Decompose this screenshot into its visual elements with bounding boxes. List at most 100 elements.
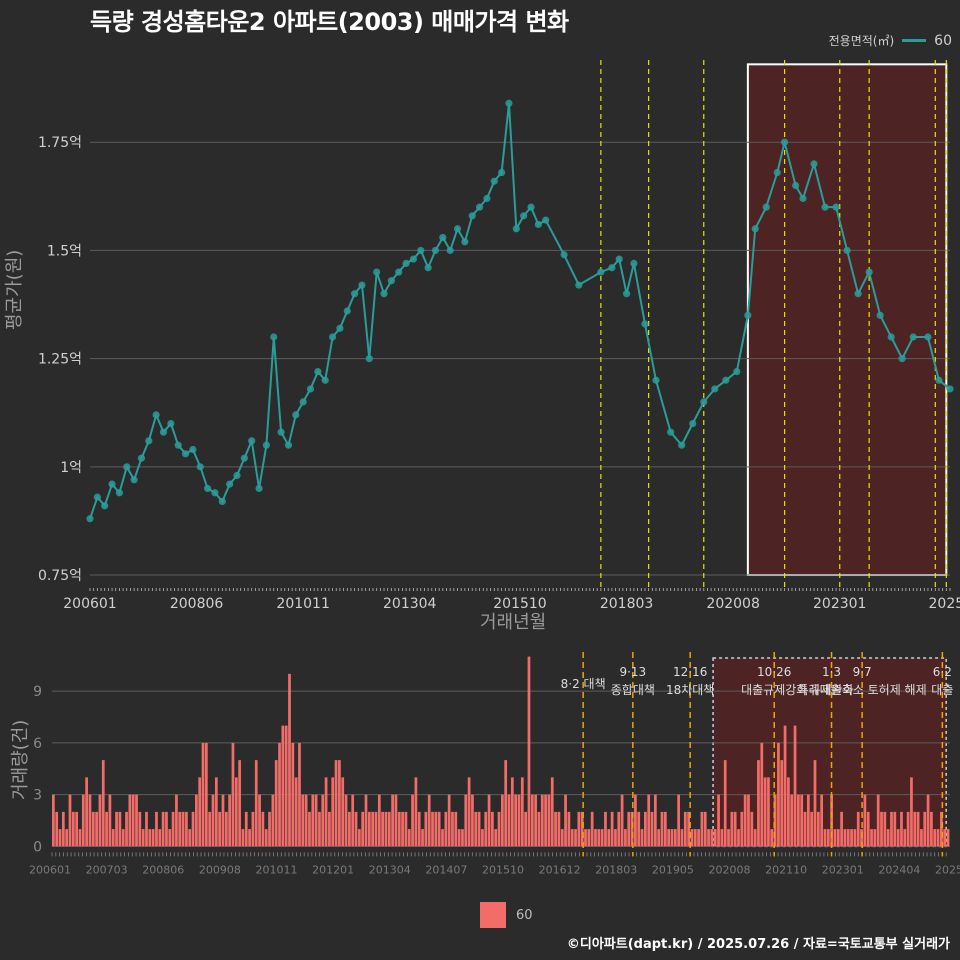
price-point (351, 290, 359, 298)
volume-x-tick-label: 202008 (709, 863, 751, 876)
volume-bar (451, 811, 454, 847)
volume-bar (454, 811, 458, 847)
volume-bar (364, 794, 368, 847)
volume-x-tick-label: 202404 (878, 863, 920, 876)
volume-bar (328, 811, 331, 847)
price-point (865, 268, 873, 276)
price-point (358, 281, 366, 289)
volume-bar (920, 829, 923, 847)
volume-bar (311, 794, 315, 847)
price-point (821, 203, 829, 211)
price-point (277, 428, 285, 436)
volume-bar (723, 760, 727, 847)
volume-bar (264, 829, 268, 847)
volume-bar (826, 829, 830, 847)
x-tick-label: 202008 (706, 596, 759, 612)
volume-bar (158, 829, 162, 847)
price-point (762, 203, 770, 211)
price-point (534, 220, 542, 229)
volume-bar (461, 829, 464, 847)
volume-bar (673, 829, 677, 847)
price-point (678, 441, 686, 449)
volume-bar (185, 811, 188, 847)
price-point (409, 255, 418, 263)
price-point (843, 246, 851, 255)
price-point (365, 355, 373, 363)
volume-bar (893, 811, 897, 847)
volume-bar (274, 760, 278, 847)
volume-bar (916, 811, 920, 847)
volume-bar (747, 794, 750, 847)
volume-bar (936, 829, 940, 847)
volume-bar (474, 811, 478, 847)
volume-bar (527, 656, 531, 847)
volume-bar (544, 794, 547, 847)
volume-bar (886, 829, 890, 847)
volume-bar (188, 829, 192, 847)
volume-bar (787, 777, 790, 847)
volume-bar (95, 811, 98, 847)
volume-bar (567, 811, 571, 847)
policy-label: 9·13 (619, 665, 646, 679)
volume-bar (843, 829, 847, 847)
volume-bar (890, 811, 893, 847)
volume-bar (790, 794, 794, 847)
volume-bar (757, 760, 760, 847)
price-point (689, 419, 697, 428)
volume-bar (863, 794, 867, 847)
volume-bar (600, 829, 604, 847)
volume-bar (670, 829, 674, 847)
volume-bar (238, 760, 241, 847)
price-point (924, 333, 932, 341)
volume-bar (108, 794, 112, 847)
volume-x-tick-label: 201407 (425, 863, 467, 876)
volume-x-tick-label: 202301 (822, 863, 864, 876)
y-tick-label: 0.75억 (38, 568, 82, 584)
volume-y-tick-label: 3 (33, 788, 42, 804)
volume-bar (181, 811, 185, 847)
volume-bar (314, 794, 318, 847)
volume-bar (71, 811, 75, 847)
price-point (204, 484, 212, 493)
volume-bar (810, 811, 814, 847)
price-point (402, 259, 410, 268)
volume-bar (783, 725, 787, 847)
volume-bar (52, 794, 55, 847)
policy-label: 1·3 (822, 665, 841, 679)
volume-bar (550, 777, 554, 847)
volume-bar (507, 794, 511, 847)
price-point (751, 225, 759, 233)
price-point (468, 212, 476, 220)
volume-bar (514, 794, 518, 847)
volume-bar (367, 811, 371, 847)
volume-bar (477, 811, 481, 847)
volume-bar (61, 811, 65, 847)
volume-x-tick-label: 200806 (142, 863, 184, 876)
price-point (490, 177, 498, 185)
volume-bar (510, 777, 514, 847)
volume-bar (597, 829, 601, 847)
price-point (314, 368, 322, 376)
volume-x-tick-label: 200601 (29, 863, 71, 876)
policy-label-detail: 종합대책 (611, 682, 655, 697)
price-point (395, 268, 403, 276)
volume-bar (344, 794, 348, 847)
volume-bar (105, 811, 108, 847)
volume-bar (218, 811, 222, 847)
price-point (373, 268, 381, 276)
price-point (810, 160, 818, 168)
volume-bar (208, 811, 212, 847)
price-point (575, 281, 583, 289)
volume-bar (191, 811, 195, 847)
volume-bar (753, 829, 757, 847)
price-point (946, 385, 954, 393)
price-point (152, 411, 160, 419)
volume-bar (444, 811, 448, 847)
bottom-legend: 60 (480, 902, 533, 928)
price-point (262, 441, 271, 449)
price-point (240, 454, 248, 462)
volume-x-tick-label: 201201 (312, 863, 354, 876)
policy-label: 8·2 대책 (561, 676, 606, 691)
price-point (898, 355, 906, 363)
